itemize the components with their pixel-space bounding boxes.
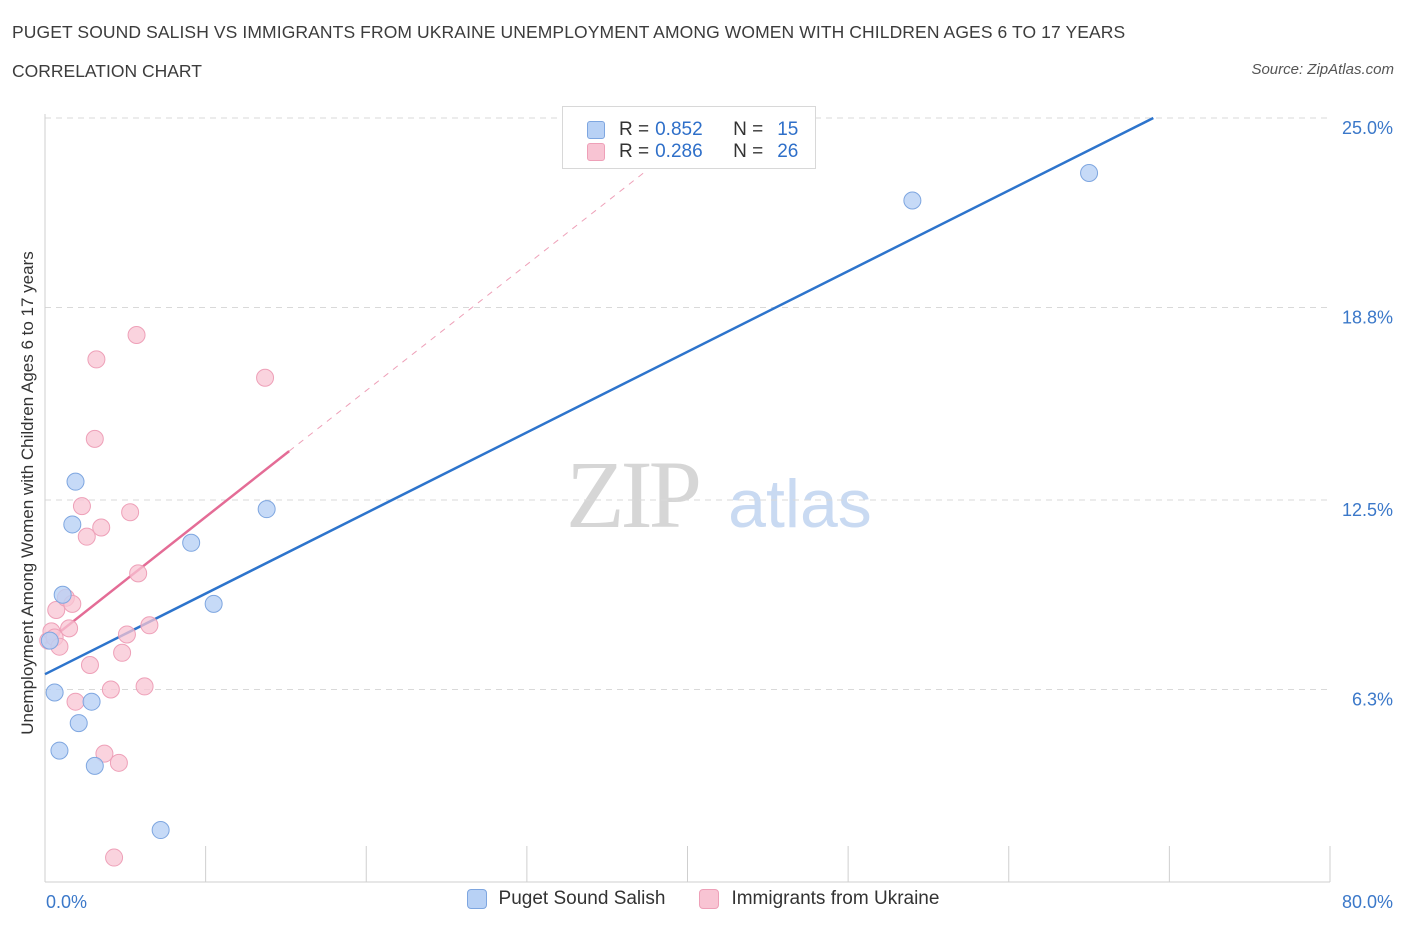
y-tick-label: 18.8% xyxy=(1342,307,1393,327)
data-point-salish xyxy=(1080,164,1099,183)
legend-swatch-pink xyxy=(587,143,605,161)
trend-line-ukraine-extension xyxy=(288,169,648,452)
trend-lines xyxy=(44,116,1154,676)
legend-swatch-pink xyxy=(699,889,720,909)
legend-n-label: N = xyxy=(733,119,764,140)
gridlines xyxy=(45,117,1330,690)
x-tick-label-max: 80.0% xyxy=(1342,892,1393,912)
data-point-salish xyxy=(151,821,170,840)
y-axis-label: Unemployment Among Women with Children A… xyxy=(18,251,37,735)
data-point-ukraine xyxy=(101,680,120,699)
legend-swatch-blue xyxy=(466,889,487,909)
data-point-ukraine xyxy=(109,753,128,772)
legend-label-ukraine: Immigrants from Ukraine xyxy=(731,888,940,909)
y-tick-label: 25.0% xyxy=(1342,118,1393,138)
legend-n-value: 15 xyxy=(777,119,799,140)
data-point-ukraine xyxy=(113,643,132,662)
data-point-ukraine xyxy=(87,350,106,369)
data-point-salish xyxy=(257,500,276,519)
legend-r-label: R = xyxy=(619,141,650,162)
data-point-ukraine xyxy=(140,616,159,635)
data-point-ukraine xyxy=(72,497,91,516)
trend-line-salish xyxy=(44,116,1154,676)
data-point-salish xyxy=(182,533,201,552)
legend-r-label: R = xyxy=(619,119,650,140)
source-label: Source: ZipAtlas.com xyxy=(1251,61,1394,78)
watermark-atlas: atlas xyxy=(728,466,872,542)
data-point-salish xyxy=(66,472,85,491)
data-point-salish xyxy=(69,714,88,733)
data-point-ukraine xyxy=(127,325,146,344)
data-point-salish xyxy=(53,585,72,604)
data-point-ukraine xyxy=(60,619,79,638)
chart-subtitle: CORRELATION CHART xyxy=(12,61,202,81)
x-tick-label-min: 0.0% xyxy=(46,892,87,912)
legend-row-salish: R = 0.852 N = 15 xyxy=(587,118,798,142)
data-point-salish xyxy=(50,741,69,760)
legend-r-value: 0.286 xyxy=(655,141,703,162)
legend-item-salish[interactable]: Puget Sound Salish xyxy=(466,888,666,910)
data-point-ukraine xyxy=(66,692,85,711)
legend-n-label: N = xyxy=(733,141,764,162)
data-point-ukraine xyxy=(105,848,124,867)
data-point-ukraine xyxy=(92,518,111,537)
data-point-ukraine xyxy=(117,625,136,644)
data-point-salish xyxy=(40,631,59,650)
data-point-salish xyxy=(63,515,82,534)
axes xyxy=(44,114,1331,883)
data-point-ukraine xyxy=(129,564,148,583)
data-points xyxy=(39,164,1099,867)
legend-swatch-blue xyxy=(587,121,605,139)
data-point-ukraine xyxy=(77,527,96,546)
series-legend: Puget Sound Salish Immigrants from Ukrai… xyxy=(0,888,1406,910)
legend-r-value: 0.852 xyxy=(655,119,703,140)
data-point-salish xyxy=(85,756,104,775)
tick-labels: 6.3% 12.5% 18.8% 25.0% 0.0% 80.0% xyxy=(46,118,1393,912)
chart-title: PUGET SOUND SALISH VS IMMIGRANTS FROM UK… xyxy=(12,22,1126,42)
data-point-salish xyxy=(82,692,101,711)
data-point-ukraine xyxy=(85,429,104,448)
data-point-salish xyxy=(45,683,64,702)
y-tick-label: 6.3% xyxy=(1352,689,1393,709)
data-point-ukraine xyxy=(47,601,66,620)
data-point-ukraine xyxy=(135,677,154,696)
data-point-salish xyxy=(204,594,223,613)
stats-legend: R = 0.852 N = 15 R = 0.286 N = 26 xyxy=(562,106,816,169)
watermark-zip: ZIP xyxy=(566,441,699,548)
data-point-ukraine xyxy=(80,656,99,675)
data-point-ukraine xyxy=(121,503,140,522)
y-tick-label: 12.5% xyxy=(1342,500,1393,520)
legend-row-ukraine: R = 0.286 N = 26 xyxy=(587,140,798,164)
legend-label-salish: Puget Sound Salish xyxy=(498,888,666,909)
legend-item-ukraine[interactable]: Immigrants from Ukraine xyxy=(699,888,939,910)
trend-line-ukraine xyxy=(44,450,290,645)
data-point-ukraine xyxy=(95,744,114,763)
data-point-salish xyxy=(903,191,922,210)
legend-n-value: 26 xyxy=(777,141,799,162)
data-point-ukraine xyxy=(256,368,275,387)
watermark: ZIP atlas xyxy=(566,441,872,548)
